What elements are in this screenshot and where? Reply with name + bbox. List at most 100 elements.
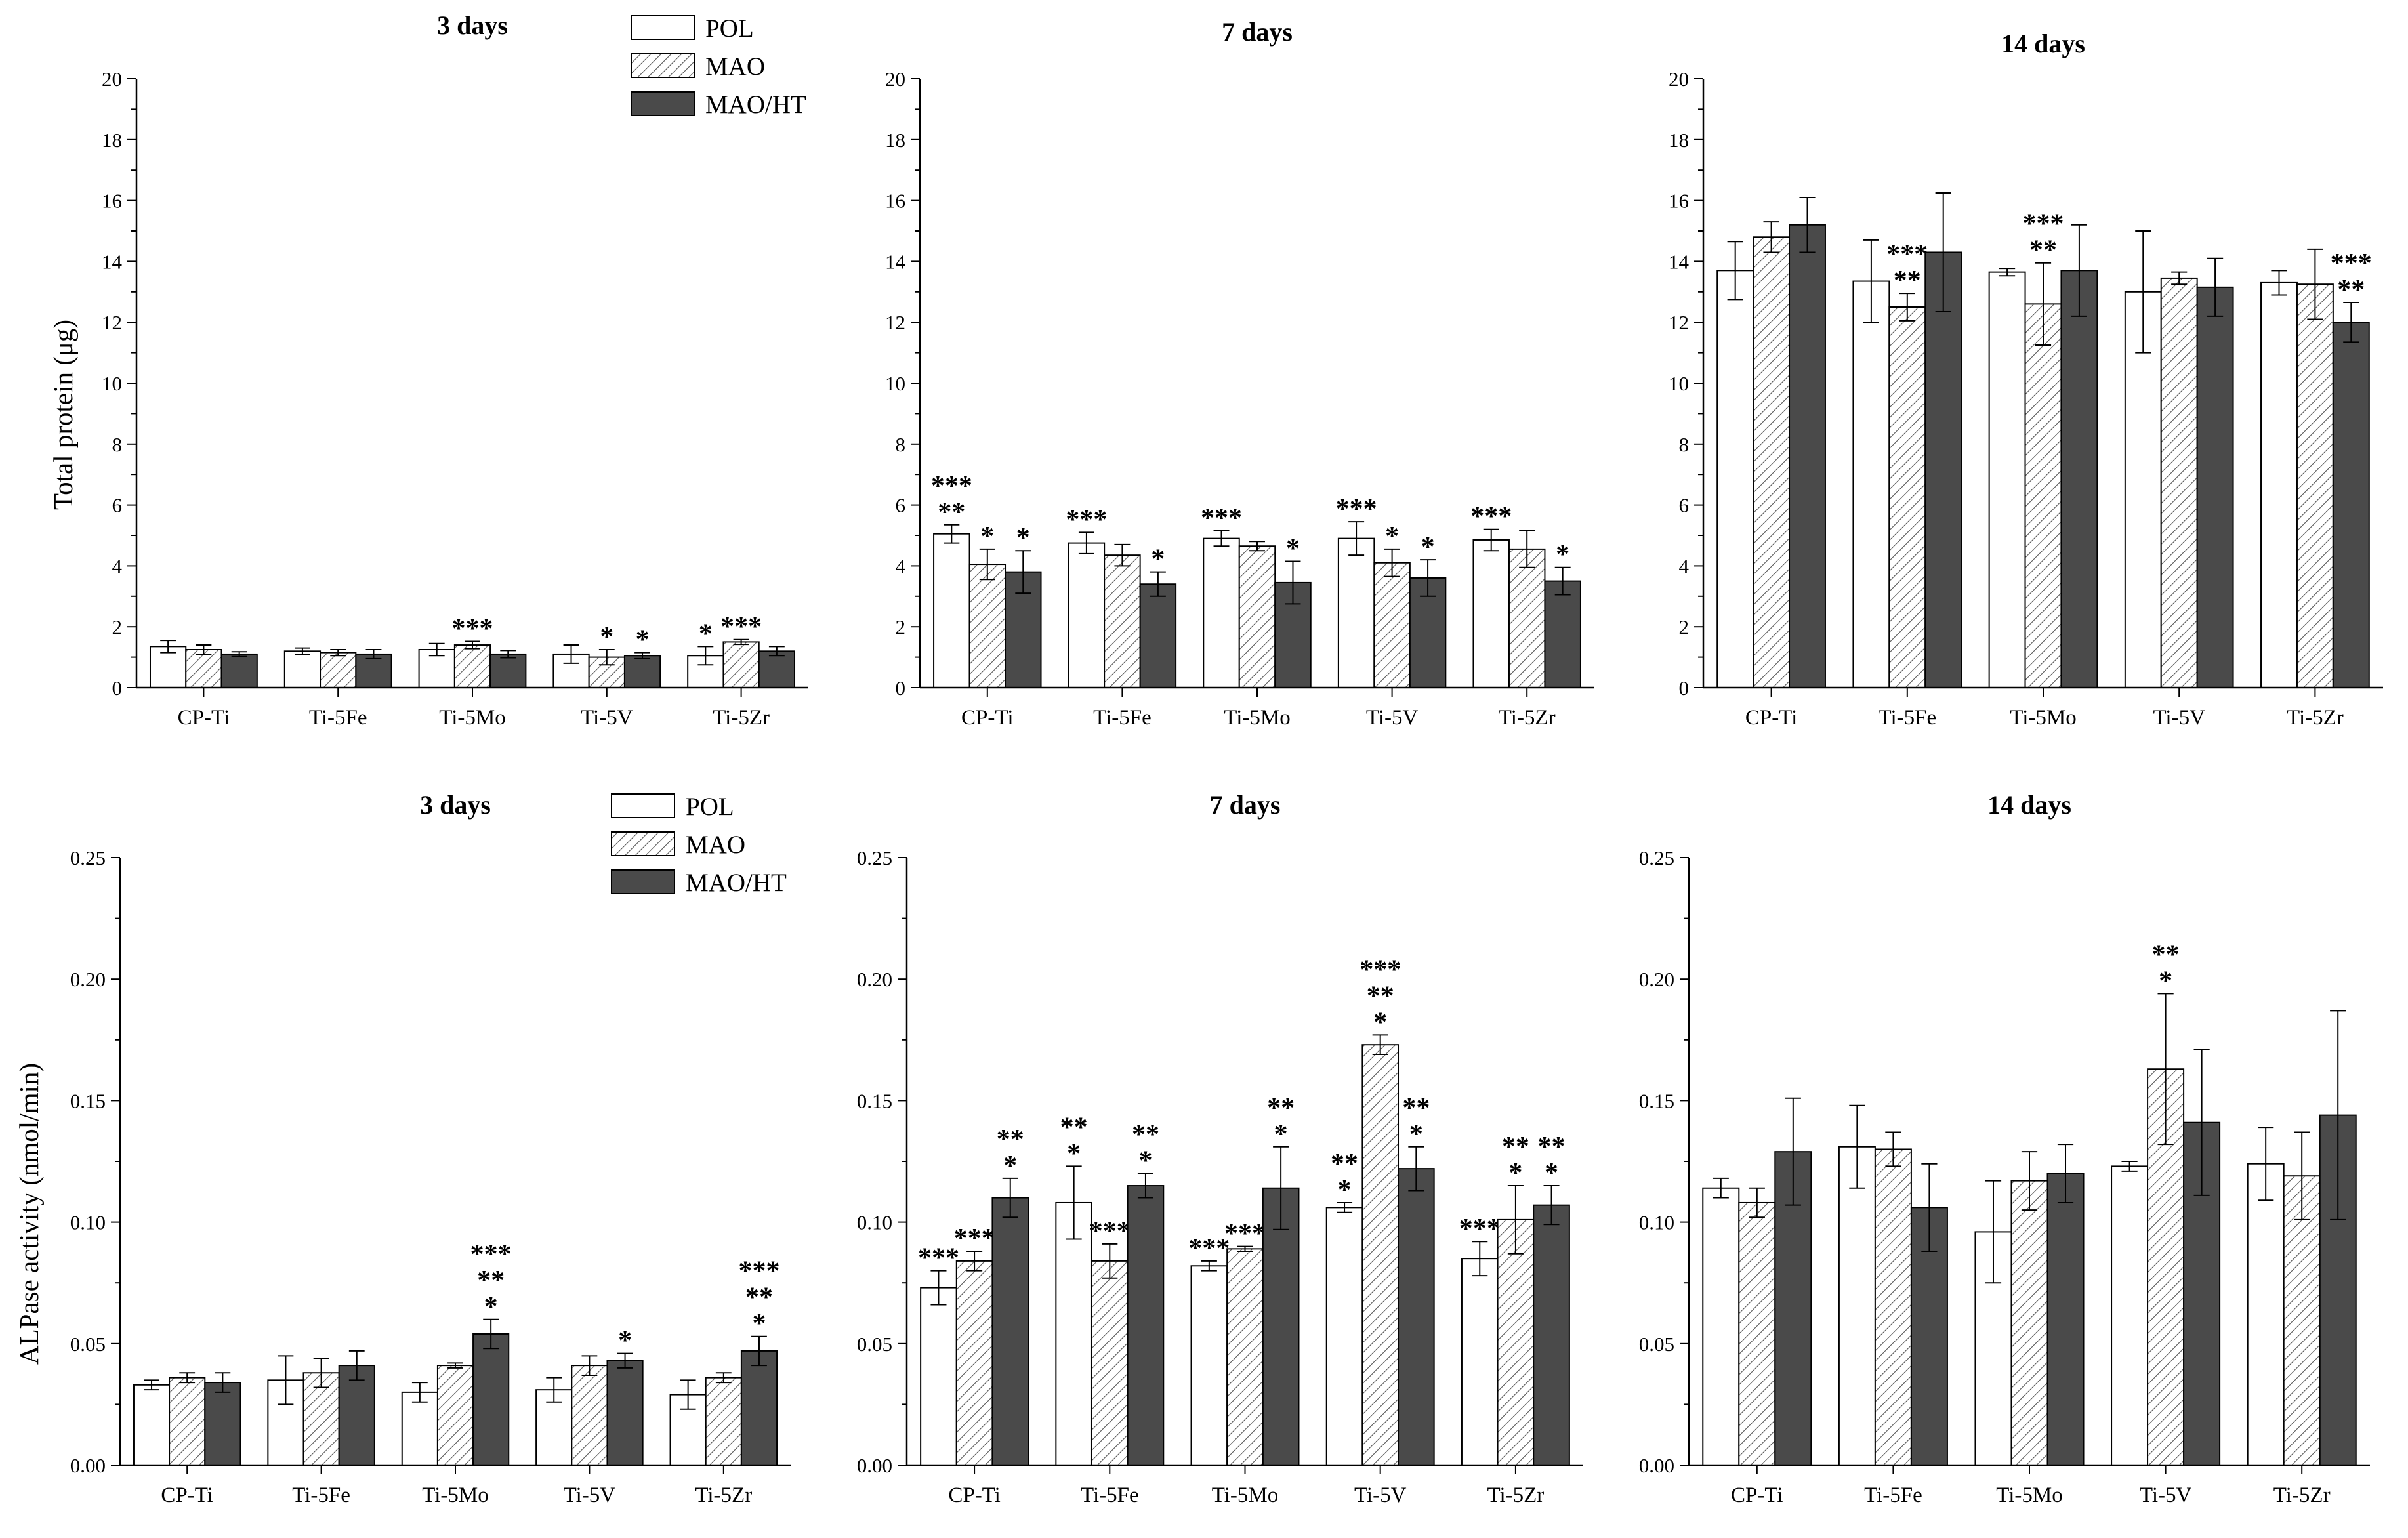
bar-pol (1203, 537, 1240, 689)
y-tick-label: 16 (102, 190, 122, 213)
bar-mao (1753, 236, 1791, 688)
chart-panel-3: 14 days 0 2 4 6 8 10 12 14 16 18 20 CP-Ti Ti-5Fe *** **… (1669, 29, 2383, 730)
y-tick-label: 8 (896, 433, 906, 456)
y-tick-label: 12 (885, 311, 905, 334)
significance-label: *** (1267, 1093, 1295, 1150)
x-tick-label: Ti-5Mo (1224, 706, 1291, 730)
significance-label: *** (452, 613, 493, 644)
significance-label: *** (997, 1125, 1024, 1181)
bar-pol (1988, 271, 2026, 688)
y-tick-label: 0.10 (70, 1211, 106, 1234)
y-tick-label: 4 (1679, 554, 1690, 577)
bar-mao (1090, 1260, 1129, 1466)
significance-label: *** (1132, 1120, 1159, 1176)
significance-label: * (1016, 523, 1030, 553)
legend-swatch-maoht (611, 869, 675, 894)
bar-pol (1716, 270, 1754, 688)
significance-label: *** ** * (738, 1257, 779, 1339)
y-tick-label: 18 (1669, 129, 1689, 152)
significance-label: * (1286, 533, 1300, 564)
significance-label: * (980, 522, 994, 552)
bar-mao (1508, 548, 1546, 688)
significance-label: * (699, 619, 713, 649)
x-tick-label: Ti-5Mo (422, 1484, 489, 1507)
legend-swatch-mao (611, 831, 675, 856)
bar-pol (1337, 537, 1375, 689)
bar-pol (1838, 1146, 1876, 1466)
bar-pol (1190, 1265, 1228, 1466)
y-tick-label: 2 (1679, 615, 1690, 638)
x-tick-label: Ti-5V (2153, 706, 2205, 730)
bar-maoht (2060, 270, 2098, 688)
y-tick-label: 20 (885, 68, 905, 91)
significance-label: *** (1331, 1149, 1358, 1205)
significance-label: *** (1402, 1093, 1430, 1150)
bar-pol (1461, 1258, 1499, 1466)
y-tick-label: 0 (1679, 676, 1690, 699)
chart-title: 14 days (2001, 29, 2085, 58)
significance-label: *** ** (931, 471, 972, 528)
bar-maoht (758, 650, 796, 689)
significance-label: *** ** (2023, 209, 2064, 266)
x-tick-label: CP-Ti (961, 706, 1014, 730)
significance-label: * (1556, 540, 1569, 570)
chart-title: 14 days (1987, 790, 2071, 820)
x-tick-label: CP-Ti (948, 1484, 1001, 1507)
bar-mao (2010, 1180, 2048, 1466)
y-tick-label: 10 (1669, 372, 1689, 395)
y-tick-label: 12 (1669, 311, 1689, 334)
x-tick-label: CP-Ti (1731, 1484, 1783, 1507)
significance-label: *** (918, 1243, 959, 1274)
bar-mao (705, 1377, 742, 1466)
y-tick-label: 0.15 (70, 1089, 106, 1112)
y-tick-label: 0.10 (1639, 1211, 1674, 1234)
bar-maoht (2046, 1173, 2085, 1466)
significance-label: *** (1224, 1219, 1266, 1249)
bar-pol (2247, 1163, 2285, 1466)
significance-label: * (1385, 522, 1399, 552)
bar-mao (436, 1365, 474, 1466)
bar-pol (1702, 1187, 1740, 1466)
bar-maoht (204, 1382, 241, 1466)
significance-label: *** (1060, 1112, 1088, 1169)
bar-mao (1238, 545, 1276, 688)
significance-label: *** (1459, 1214, 1501, 1244)
bar-mao (2296, 283, 2334, 688)
bar-pol (933, 533, 970, 688)
chart-title: 3 days (420, 790, 491, 820)
y-tick-label: 0.20 (857, 968, 892, 991)
bar-maoht (1544, 580, 1581, 688)
y-tick-label: 20 (102, 68, 122, 91)
significance-label: *** (1502, 1132, 1529, 1188)
x-tick-label: Ti-5V (564, 1484, 616, 1507)
x-tick-label: Ti-5Zr (1487, 1484, 1544, 1507)
significance-label: * (618, 1326, 632, 1356)
y-tick-label: 8 (112, 433, 123, 456)
chart-panel-4: 3 days 0.00 0.05 0.10 0.15 0.20 0.25 CP-Ti Ti-5F… (70, 790, 791, 1507)
chart-title: 7 days (1210, 790, 1281, 820)
y-tick-label: 6 (1679, 494, 1690, 517)
x-tick-label: Ti-5Mo (439, 706, 506, 730)
y-tick-label: 12 (102, 311, 122, 334)
legend-label-mao: MAO (686, 831, 745, 859)
bar-mao (169, 1377, 206, 1466)
significance-label: *** (1201, 503, 1242, 533)
bar-mao (955, 1260, 993, 1466)
bar-mao (302, 1372, 340, 1466)
significance-label: * (636, 625, 650, 655)
y-tick-label: 0.15 (857, 1089, 892, 1112)
y-tick-label: 16 (885, 190, 905, 213)
bar-mao (2160, 277, 2198, 689)
legend-label-maoht: MAO/HT (686, 869, 787, 897)
bar-maoht (1924, 251, 1962, 689)
bar-maoht (1139, 583, 1177, 688)
bar-maoht (1789, 224, 1826, 689)
x-tick-label: CP-Ti (161, 1484, 213, 1507)
significance-label: *** (1066, 505, 1107, 535)
legend-label-mao: MAO (705, 52, 765, 81)
significance-label: *** (1538, 1132, 1566, 1188)
bar-mao (453, 644, 491, 688)
bar-pol (920, 1287, 957, 1466)
significance-label: *** ** * (470, 1239, 512, 1322)
